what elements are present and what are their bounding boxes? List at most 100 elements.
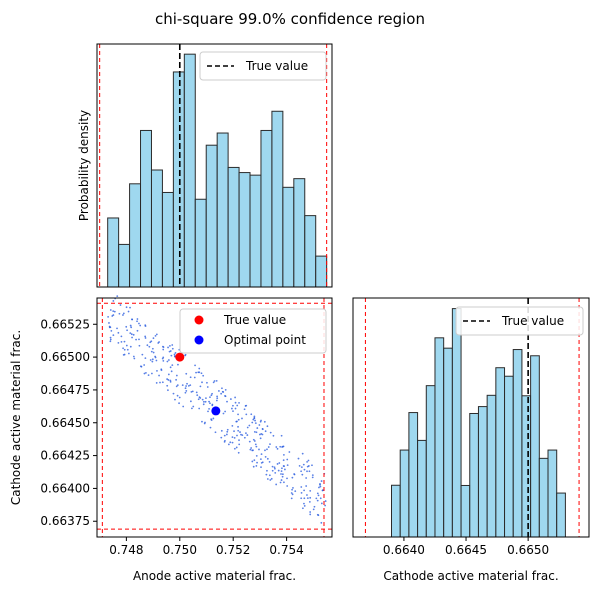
cloud-point <box>169 380 172 383</box>
cloud-point <box>269 431 272 434</box>
cloud-point <box>263 420 266 423</box>
cloud-point <box>208 400 210 403</box>
histogram-bar <box>194 198 207 288</box>
cloud-point <box>238 439 240 442</box>
cloud-point <box>109 326 112 329</box>
cloud-point <box>172 392 175 395</box>
anode-histogram-frame <box>96 43 333 288</box>
optimal-point <box>211 406 221 416</box>
histogram-bar <box>477 406 488 538</box>
cloud-point <box>313 505 316 508</box>
cloud-point <box>162 348 165 351</box>
cloud-point <box>308 470 311 473</box>
cloud-point <box>107 315 110 318</box>
cloud-point <box>123 340 126 343</box>
histogram-bar <box>443 347 453 538</box>
cloud-point <box>119 304 122 306</box>
cloud-point <box>202 403 205 406</box>
histogram-bar <box>399 449 410 538</box>
cloud-point <box>143 364 146 366</box>
cloud-point <box>122 312 125 315</box>
cloud-point <box>167 389 169 392</box>
cloud-point <box>147 374 150 377</box>
cloud-point <box>300 497 303 500</box>
cloud-point <box>189 376 192 379</box>
cloud-point <box>212 381 215 384</box>
cloud-point <box>258 433 261 436</box>
cloud-point <box>108 322 110 324</box>
cloud-point <box>317 494 320 497</box>
cloud-point <box>224 388 227 391</box>
cloud-point <box>306 465 309 468</box>
cloud-point <box>138 338 140 341</box>
cloud-point <box>202 400 205 403</box>
cloud-point <box>215 399 218 402</box>
histogram-bar <box>538 457 549 538</box>
cloud-point <box>306 497 309 500</box>
cloud-point <box>150 372 153 375</box>
cloud-point <box>278 462 281 464</box>
cloud-point <box>237 418 240 421</box>
cloud-point <box>195 371 197 374</box>
histogram-bar <box>417 439 427 538</box>
cloud-point <box>281 473 284 476</box>
cloud-point <box>149 359 152 361</box>
cloud-point <box>275 483 278 486</box>
cloud-point <box>246 426 249 429</box>
cloud-point <box>186 382 188 385</box>
cloud-point <box>276 447 279 450</box>
cloud-point <box>131 318 133 321</box>
cloud-point <box>109 336 112 339</box>
cloud-point <box>150 350 153 353</box>
cloud-point <box>261 461 264 464</box>
histogram-bar <box>434 337 445 538</box>
histogram-bar <box>556 492 566 538</box>
cloud-point <box>154 334 157 337</box>
cloud-point <box>286 477 288 480</box>
cloud-point <box>237 451 240 454</box>
cloud-point <box>176 384 179 386</box>
cloud-point <box>276 463 279 465</box>
histogram-bar <box>460 484 471 538</box>
joint-scatter-frame <box>96 297 333 538</box>
cloud-point <box>292 487 294 489</box>
cloud-point <box>320 521 323 524</box>
cloud-point <box>136 329 139 332</box>
cloud-point <box>306 470 308 473</box>
cloud-point <box>303 502 305 505</box>
x-tick-label: 0.748 <box>109 543 143 557</box>
cloud-point <box>195 391 198 394</box>
cloud-point <box>231 407 233 410</box>
legend-label-true-value: True value <box>223 313 286 327</box>
cloud-point <box>146 344 149 347</box>
anode-histogram-legend: True value <box>199 51 327 81</box>
cloud-point <box>215 379 218 382</box>
cloud-point <box>260 419 262 422</box>
cloud-point <box>243 408 246 411</box>
figure-title: chi-square 99.0% confidence region <box>155 10 425 28</box>
cloud-point <box>170 370 173 373</box>
anode-histogram-bars <box>107 53 328 288</box>
cloud-point <box>178 402 180 405</box>
cloud-point <box>301 507 304 510</box>
highlight-points <box>175 352 221 416</box>
cloud-point <box>311 476 314 479</box>
cloud-point <box>286 464 289 466</box>
cloud-point <box>253 440 256 442</box>
histogram-bar <box>150 169 163 288</box>
cloud-point <box>175 374 178 377</box>
cloud-point <box>133 357 136 360</box>
cloud-point <box>250 413 253 416</box>
cloud-point <box>291 488 293 491</box>
cloud-point <box>201 398 204 401</box>
cloud-point <box>265 473 268 476</box>
cloud-point <box>170 354 173 357</box>
cloud-point <box>280 479 283 481</box>
cloud-point <box>204 400 207 403</box>
histogram-bar <box>315 255 328 288</box>
legend-label-true-value: True value <box>245 59 308 73</box>
cloud-point <box>308 500 311 503</box>
cloud-point <box>184 354 186 357</box>
cathode-histogram-bars <box>391 308 566 538</box>
cloud-point <box>166 378 169 380</box>
